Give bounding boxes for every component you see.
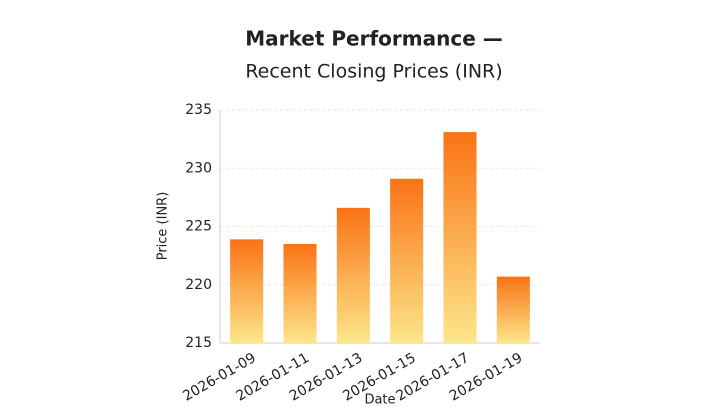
y-tick-label: 220 [185,277,212,293]
x-axis-label: Date [364,393,395,407]
chart-title: Market Performance — [245,27,502,51]
bar [496,276,530,343]
y-tick-label: 225 [185,219,212,235]
bar [390,178,424,343]
bar [283,243,317,343]
bar [443,132,477,343]
y-tick-label: 230 [185,160,212,176]
y-tick-label: 235 [185,102,212,118]
y-tick-label: 215 [185,335,212,351]
y-axis-label: Price (INR) [156,192,171,261]
bar [336,207,370,343]
chart-subtitle: Recent Closing Prices (INR) [245,61,502,83]
bar [230,239,264,343]
